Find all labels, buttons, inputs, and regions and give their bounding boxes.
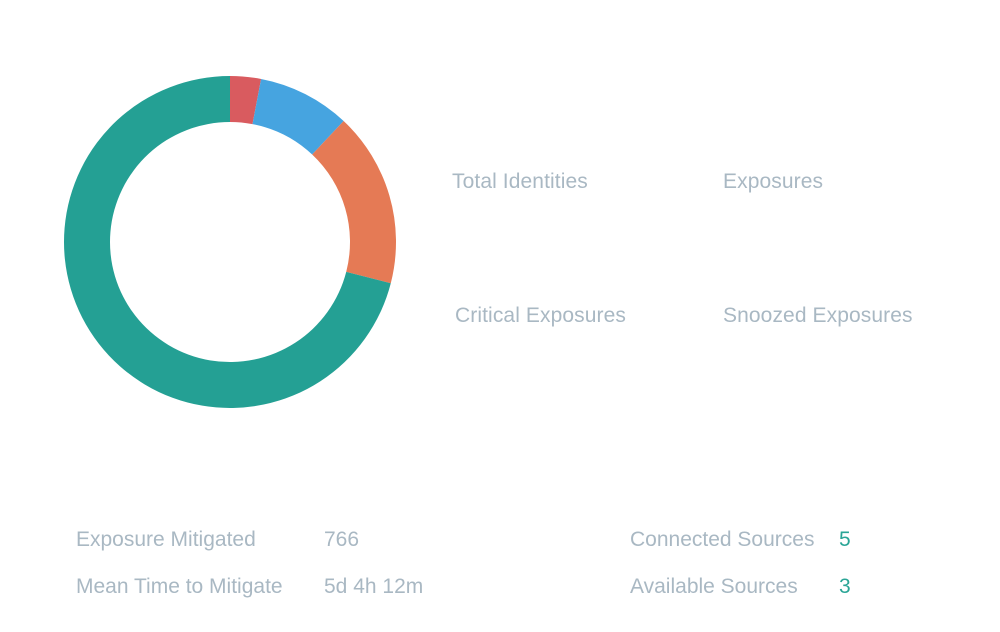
exposure-donut-chart <box>62 74 398 410</box>
exposure-mitigated-value: 766 <box>324 528 360 551</box>
snoozed-exposures-label: Snoozed Exposures <box>723 304 913 327</box>
donut-segment-3 <box>312 120 396 284</box>
donut-segment-1 <box>230 76 262 125</box>
connected-sources-label: Connected Sources <box>630 528 815 551</box>
donut-svg <box>63 76 396 408</box>
mean-time-to-mitigate-label: Mean Time to Mitigate <box>76 575 283 598</box>
total-identities-label: Total Identities <box>452 170 588 193</box>
available-sources-value: 3 <box>839 575 851 598</box>
exposure-mitigated-label: Exposure Mitigated <box>76 528 256 551</box>
critical-exposures-label: Critical Exposures <box>455 304 627 327</box>
connected-sources-value: 5 <box>839 528 851 551</box>
available-sources-label: Available Sources <box>630 575 798 598</box>
donut-segment-2 <box>252 78 344 155</box>
exposures-label: Exposures <box>723 170 824 193</box>
mean-time-to-mitigate-value: 5d 4h 12m <box>324 575 424 598</box>
